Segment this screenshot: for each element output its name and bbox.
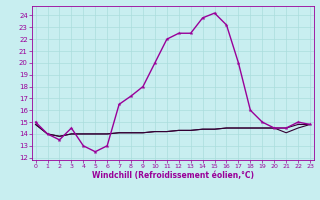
X-axis label: Windchill (Refroidissement éolien,°C): Windchill (Refroidissement éolien,°C) — [92, 171, 254, 180]
